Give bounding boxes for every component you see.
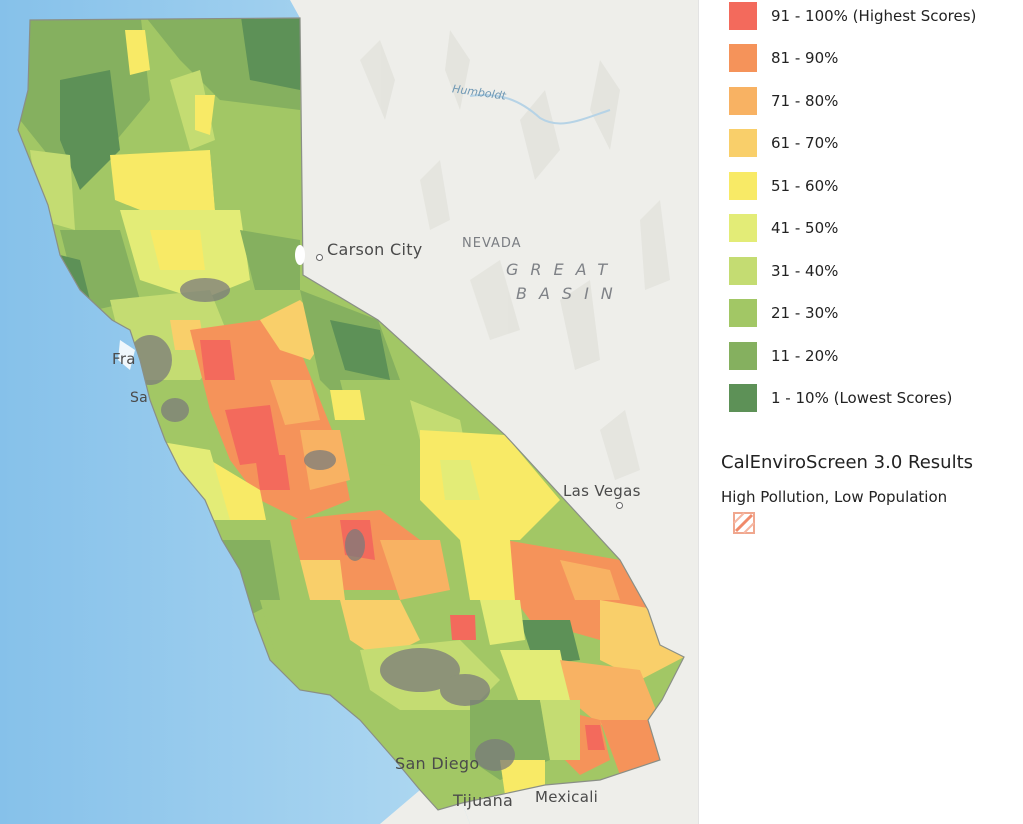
legend-label: 51 - 60%: [771, 177, 839, 195]
legend-swatch: [729, 384, 757, 412]
legend-item-41-50: 41 - 50%: [729, 214, 838, 242]
legend-swatch: [729, 44, 757, 72]
tijuana-label: Tijuana: [453, 791, 514, 810]
map-canvas[interactable]: Carson City NEVADA GREAT BASIN Humboldt …: [0, 0, 698, 824]
hatch-pattern-swatch: [733, 512, 755, 534]
legend-item-51-60: 51 - 60%: [729, 172, 838, 200]
legend-label: 41 - 50%: [771, 219, 839, 237]
basin-label: BASIN: [516, 284, 625, 303]
river-line: [469, 94, 611, 125]
mexicali-label: Mexicali: [535, 788, 599, 806]
carson-city-marker: [316, 254, 323, 261]
legend-swatch: [729, 257, 757, 285]
san-diego-label: San Diego: [395, 754, 480, 773]
legend-item-1-10: 1 - 10% (Lowest Scores): [729, 384, 952, 412]
legend-panel: 91 - 100% (Highest Scores) 81 - 90% 71 -…: [698, 0, 1023, 824]
great-label: GREAT: [506, 260, 620, 279]
legend-swatch: [729, 214, 757, 242]
las-vegas-marker: [616, 502, 623, 509]
legend-swatch: [729, 299, 757, 327]
legend-item-21-30: 21 - 30%: [729, 299, 838, 327]
legend-label: 21 - 30%: [771, 304, 839, 322]
legend-item-71-80: 71 - 80%: [729, 87, 838, 115]
legend-swatch: [729, 2, 757, 30]
legend-item-11-20: 11 - 20%: [729, 342, 838, 370]
san-jose-label: Sa: [130, 390, 149, 406]
land-area: [290, 0, 698, 824]
las-vegas-label: Las Vegas: [563, 482, 641, 500]
terrain-shading: [360, 30, 670, 480]
san-francisco-label: Fra: [112, 350, 136, 368]
legend-item-31-40: 31 - 40%: [729, 257, 838, 285]
layer-title: CalEnviroScreen 3.0 Results: [721, 452, 973, 473]
legend-swatch: [729, 87, 757, 115]
map-svg: [0, 0, 698, 824]
legend-label: 71 - 80%: [771, 92, 839, 110]
legend-label: 61 - 70%: [771, 134, 839, 152]
legend-label: 11 - 20%: [771, 347, 839, 365]
legend-item-61-70: 61 - 70%: [729, 129, 838, 157]
legend-label: 1 - 10% (Lowest Scores): [771, 389, 953, 407]
lake-tahoe: [295, 245, 305, 265]
legend-swatch: [729, 172, 757, 200]
nevada-label: NEVADA: [462, 236, 522, 251]
legend-swatch: [729, 129, 757, 157]
legend-item-91-100: 91 - 100% (Highest Scores): [729, 2, 976, 30]
legend-swatch: [729, 342, 757, 370]
legend-label: 31 - 40%: [771, 262, 839, 280]
legend-item-81-90: 81 - 90%: [729, 44, 838, 72]
legend-label: 91 - 100% (Highest Scores): [771, 7, 977, 25]
state-outline: [17, 17, 685, 811]
layer-subtitle: High Pollution, Low Population: [721, 488, 948, 506]
carson-city-label: Carson City: [327, 240, 423, 259]
legend-label: 81 - 90%: [771, 49, 839, 67]
